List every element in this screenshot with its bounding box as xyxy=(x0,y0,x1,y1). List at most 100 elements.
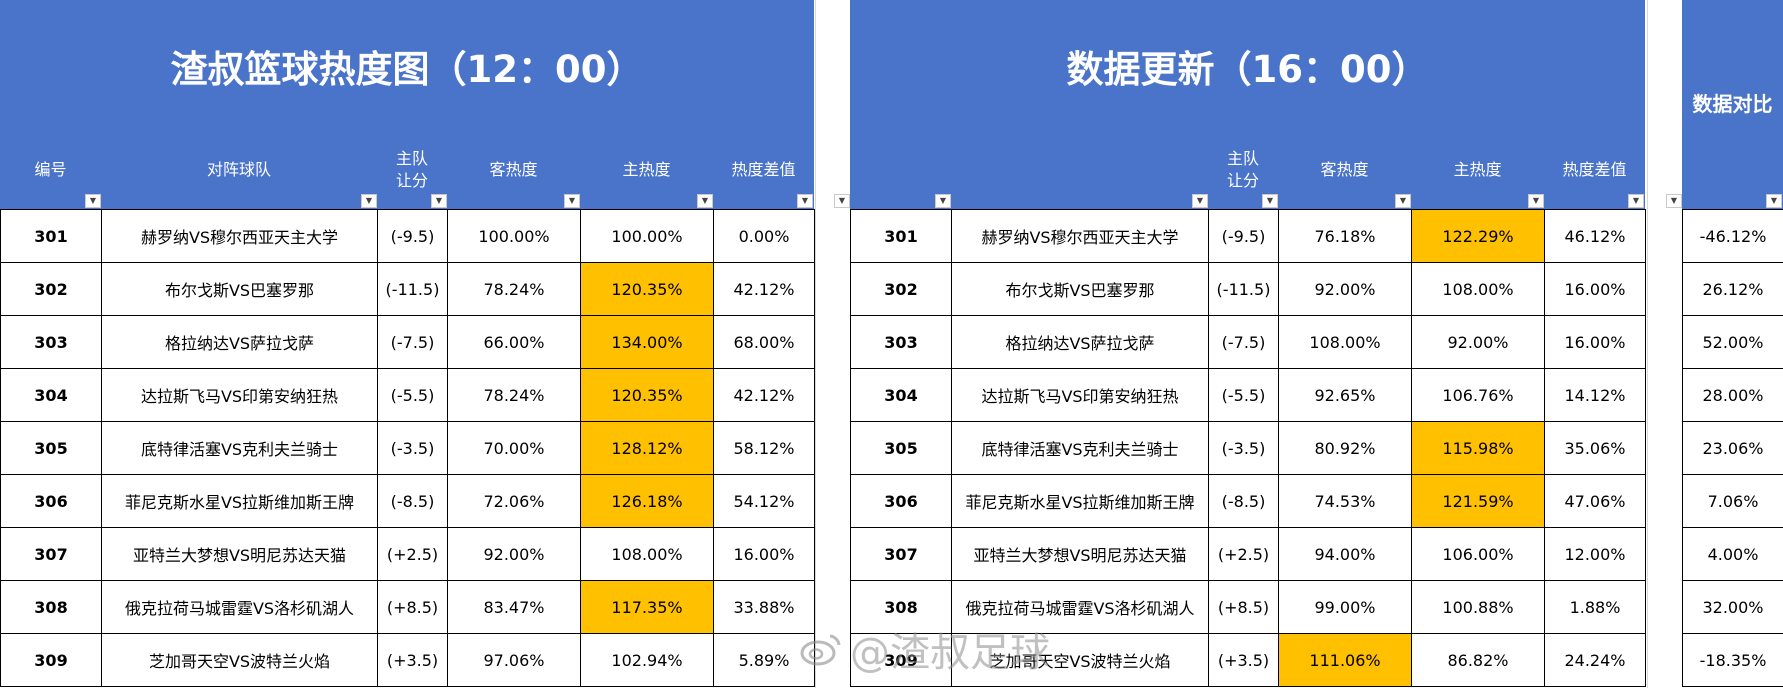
cell-away-heat[interactable]: 100.00% xyxy=(447,209,581,263)
cell-away-heat[interactable]: 74.53% xyxy=(1278,474,1412,528)
cell-match[interactable]: 菲尼克斯水星VS拉斯维加斯王牌 xyxy=(101,474,378,528)
cell-id[interactable]: 301 xyxy=(0,209,102,263)
cell-handicap[interactable]: (+3.5) xyxy=(377,633,448,687)
cell-compare[interactable]: 28.00% xyxy=(1682,368,1783,422)
cell-id[interactable]: 301 xyxy=(850,209,952,263)
filter-dropdown-icon[interactable]: ▼ xyxy=(1766,194,1782,208)
cell-handicap[interactable]: (-9.5) xyxy=(377,209,448,263)
filter-dropdown-icon[interactable]: ▼ xyxy=(1262,194,1278,208)
cell-home-heat[interactable]: 86.82% xyxy=(1411,633,1545,687)
cell-handicap[interactable]: (-7.5) xyxy=(1208,315,1279,369)
cell-away-heat[interactable]: 92.65% xyxy=(1278,368,1412,422)
cell-heat-diff[interactable]: 58.12% xyxy=(713,421,815,475)
cell-handicap[interactable]: (-11.5) xyxy=(1208,262,1279,316)
filter-dropdown-icon[interactable]: ▼ xyxy=(564,194,580,208)
cell-handicap[interactable]: (+2.5) xyxy=(1208,527,1279,581)
cell-home-heat[interactable]: 128.12% xyxy=(580,421,714,475)
cell-heat-diff[interactable]: 35.06% xyxy=(1544,421,1646,475)
cell-match[interactable]: 俄克拉荷马城雷霆VS洛杉矶湖人 xyxy=(951,580,1209,634)
cell-match[interactable]: 亚特兰大梦想VS明尼苏达天猫 xyxy=(951,527,1209,581)
cell-id[interactable]: 305 xyxy=(850,421,952,475)
cell-handicap[interactable]: (+2.5) xyxy=(377,527,448,581)
cell-handicap[interactable]: (-7.5) xyxy=(377,315,448,369)
cell-home-heat[interactable]: 120.35% xyxy=(580,368,714,422)
cell-match[interactable]: 格拉纳达VS萨拉戈萨 xyxy=(101,315,378,369)
cell-away-heat[interactable]: 80.92% xyxy=(1278,421,1412,475)
cell-home-heat[interactable]: 106.76% xyxy=(1411,368,1545,422)
cell-id[interactable]: 304 xyxy=(850,368,952,422)
cell-match[interactable]: 赫罗纳VS穆尔西亚天主大学 xyxy=(101,209,378,263)
cell-away-heat[interactable]: 76.18% xyxy=(1278,209,1412,263)
cell-id[interactable]: 304 xyxy=(0,368,102,422)
cell-heat-diff[interactable]: 1.88% xyxy=(1544,580,1646,634)
filter-dropdown-icon[interactable]: ▼ xyxy=(797,194,813,208)
cell-heat-diff[interactable]: 42.12% xyxy=(713,262,815,316)
cell-away-heat[interactable]: 83.47% xyxy=(447,580,581,634)
cell-id[interactable]: 306 xyxy=(850,474,952,528)
cell-heat-diff[interactable]: 24.24% xyxy=(1544,633,1646,687)
filter-dropdown-icon[interactable]: ▼ xyxy=(1192,194,1208,208)
cell-home-heat[interactable]: 100.88% xyxy=(1411,580,1545,634)
cell-heat-diff[interactable]: 16.00% xyxy=(713,527,815,581)
filter-dropdown-icon[interactable]: ▼ xyxy=(834,194,850,208)
filter-dropdown-icon[interactable]: ▼ xyxy=(1628,194,1644,208)
cell-compare[interactable]: 52.00% xyxy=(1682,315,1783,369)
cell-away-heat[interactable]: 92.00% xyxy=(1278,262,1412,316)
cell-compare[interactable]: 23.06% xyxy=(1682,421,1783,475)
cell-handicap[interactable]: (-5.5) xyxy=(1208,368,1279,422)
filter-dropdown-icon[interactable]: ▼ xyxy=(1666,194,1682,208)
cell-handicap[interactable]: (+8.5) xyxy=(1208,580,1279,634)
filter-dropdown-icon[interactable]: ▼ xyxy=(431,194,447,208)
cell-heat-diff[interactable]: 47.06% xyxy=(1544,474,1646,528)
cell-away-heat[interactable]: 108.00% xyxy=(1278,315,1412,369)
cell-heat-diff[interactable]: 46.12% xyxy=(1544,209,1646,263)
cell-id[interactable]: 309 xyxy=(850,633,952,687)
cell-compare[interactable]: -46.12% xyxy=(1682,209,1783,263)
cell-heat-diff[interactable]: 54.12% xyxy=(713,474,815,528)
cell-match[interactable]: 达拉斯飞马VS印第安纳狂热 xyxy=(951,368,1209,422)
cell-match[interactable]: 芝加哥天空VS波特兰火焰 xyxy=(101,633,378,687)
filter-dropdown-icon[interactable]: ▼ xyxy=(935,194,951,208)
cell-id[interactable]: 306 xyxy=(0,474,102,528)
filter-dropdown-icon[interactable]: ▼ xyxy=(1528,194,1544,208)
cell-compare[interactable]: -18.35% xyxy=(1682,633,1783,687)
cell-heat-diff[interactable]: 16.00% xyxy=(1544,262,1646,316)
cell-match[interactable]: 赫罗纳VS穆尔西亚天主大学 xyxy=(951,209,1209,263)
cell-heat-diff[interactable]: 0.00% xyxy=(713,209,815,263)
cell-away-heat[interactable]: 94.00% xyxy=(1278,527,1412,581)
cell-home-heat[interactable]: 108.00% xyxy=(580,527,714,581)
cell-match[interactable]: 俄克拉荷马城雷霆VS洛杉矶湖人 xyxy=(101,580,378,634)
cell-home-heat[interactable]: 115.98% xyxy=(1411,421,1545,475)
cell-id[interactable]: 307 xyxy=(850,527,952,581)
cell-away-heat[interactable]: 66.00% xyxy=(447,315,581,369)
cell-home-heat[interactable]: 108.00% xyxy=(1411,262,1545,316)
cell-heat-diff[interactable]: 42.12% xyxy=(713,368,815,422)
cell-home-heat[interactable]: 126.18% xyxy=(580,474,714,528)
cell-match[interactable]: 底特律活塞VS克利夫兰骑士 xyxy=(951,421,1209,475)
cell-heat-diff[interactable]: 33.88% xyxy=(713,580,815,634)
cell-handicap[interactable]: (+8.5) xyxy=(377,580,448,634)
cell-match[interactable]: 芝加哥天空VS波特兰火焰 xyxy=(951,633,1209,687)
cell-home-heat[interactable]: 102.94% xyxy=(580,633,714,687)
cell-compare[interactable]: 7.06% xyxy=(1682,474,1783,528)
filter-dropdown-icon[interactable]: ▼ xyxy=(1395,194,1411,208)
cell-away-heat[interactable]: 92.00% xyxy=(447,527,581,581)
cell-handicap[interactable]: (+3.5) xyxy=(1208,633,1279,687)
cell-home-heat[interactable]: 122.29% xyxy=(1411,209,1545,263)
cell-away-heat[interactable]: 70.00% xyxy=(447,421,581,475)
cell-handicap[interactable]: (-8.5) xyxy=(377,474,448,528)
cell-home-heat[interactable]: 92.00% xyxy=(1411,315,1545,369)
cell-compare[interactable]: 26.12% xyxy=(1682,262,1783,316)
cell-heat-diff[interactable]: 68.00% xyxy=(713,315,815,369)
cell-id[interactable]: 302 xyxy=(850,262,952,316)
cell-id[interactable]: 308 xyxy=(0,580,102,634)
cell-handicap[interactable]: (-8.5) xyxy=(1208,474,1279,528)
cell-home-heat[interactable]: 117.35% xyxy=(580,580,714,634)
filter-dropdown-icon[interactable]: ▼ xyxy=(697,194,713,208)
cell-away-heat[interactable]: 78.24% xyxy=(447,262,581,316)
cell-match[interactable]: 菲尼克斯水星VS拉斯维加斯王牌 xyxy=(951,474,1209,528)
cell-match[interactable]: 布尔戈斯VS巴塞罗那 xyxy=(101,262,378,316)
cell-handicap[interactable]: (-11.5) xyxy=(377,262,448,316)
cell-home-heat[interactable]: 120.35% xyxy=(580,262,714,316)
cell-id[interactable]: 303 xyxy=(850,315,952,369)
